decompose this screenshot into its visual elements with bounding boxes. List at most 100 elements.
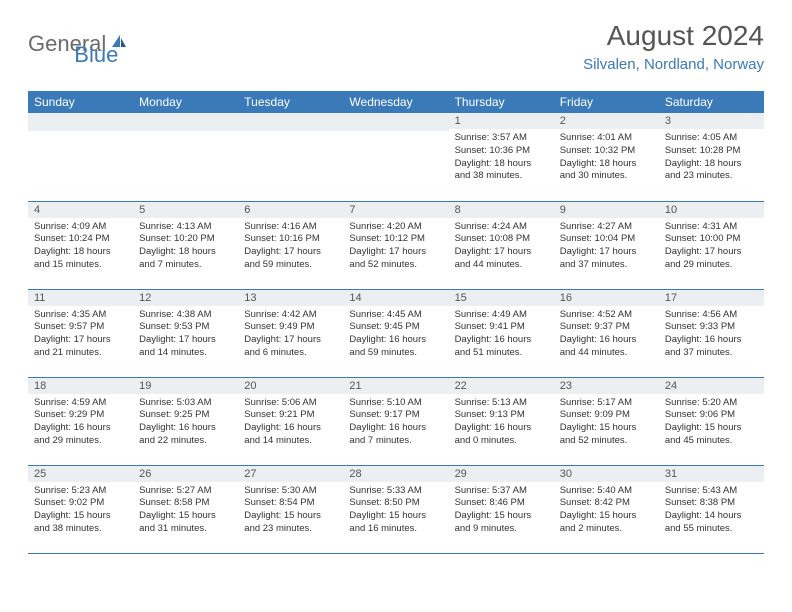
day-cell: 13Sunrise: 4:42 AMSunset: 9:49 PMDayligh… bbox=[238, 289, 343, 377]
day-cell: 8Sunrise: 4:24 AMSunset: 10:08 PMDayligh… bbox=[449, 201, 554, 289]
day-number: 8 bbox=[449, 202, 554, 218]
day-cell: 20Sunrise: 5:06 AMSunset: 9:21 PMDayligh… bbox=[238, 377, 343, 465]
day-content: Sunrise: 5:06 AMSunset: 9:21 PMDaylight:… bbox=[238, 394, 343, 453]
day-content: Sunrise: 4:42 AMSunset: 9:49 PMDaylight:… bbox=[238, 306, 343, 365]
day-cell: 18Sunrise: 4:59 AMSunset: 9:29 PMDayligh… bbox=[28, 377, 133, 465]
day-content: Sunrise: 4:20 AMSunset: 10:12 PMDaylight… bbox=[343, 218, 448, 277]
day-number: 9 bbox=[554, 202, 659, 218]
day-content: Sunrise: 5:10 AMSunset: 9:17 PMDaylight:… bbox=[343, 394, 448, 453]
day-cell: 11Sunrise: 4:35 AMSunset: 9:57 PMDayligh… bbox=[28, 289, 133, 377]
day-number: 19 bbox=[133, 378, 238, 394]
day-cell: 14Sunrise: 4:45 AMSunset: 9:45 PMDayligh… bbox=[343, 289, 448, 377]
day-number: 17 bbox=[659, 290, 764, 306]
day-cell: 17Sunrise: 4:56 AMSunset: 9:33 PMDayligh… bbox=[659, 289, 764, 377]
day-content: Sunrise: 5:03 AMSunset: 9:25 PMDaylight:… bbox=[133, 394, 238, 453]
day-number: 21 bbox=[343, 378, 448, 394]
day-cell: 26Sunrise: 5:27 AMSunset: 8:58 PMDayligh… bbox=[133, 465, 238, 553]
day-cell bbox=[238, 113, 343, 201]
calendar-row: 1Sunrise: 3:57 AMSunset: 10:36 PMDayligh… bbox=[28, 113, 764, 201]
calendar-body: 1Sunrise: 3:57 AMSunset: 10:36 PMDayligh… bbox=[28, 113, 764, 553]
day-number: 20 bbox=[238, 378, 343, 394]
day-content: Sunrise: 4:05 AMSunset: 10:28 PMDaylight… bbox=[659, 129, 764, 188]
day-content: Sunrise: 4:52 AMSunset: 9:37 PMDaylight:… bbox=[554, 306, 659, 365]
day-number: 11 bbox=[28, 290, 133, 306]
title-block: August 2024 Silvalen, Nordland, Norway bbox=[583, 20, 764, 73]
day-number: 13 bbox=[238, 290, 343, 306]
day-content: Sunrise: 5:17 AMSunset: 9:09 PMDaylight:… bbox=[554, 394, 659, 453]
day-number: 6 bbox=[238, 202, 343, 218]
day-cell: 21Sunrise: 5:10 AMSunset: 9:17 PMDayligh… bbox=[343, 377, 448, 465]
weekday-header: Thursday bbox=[449, 91, 554, 113]
day-cell bbox=[343, 113, 448, 201]
day-cell: 28Sunrise: 5:33 AMSunset: 8:50 PMDayligh… bbox=[343, 465, 448, 553]
day-cell bbox=[28, 113, 133, 201]
header: General Blue August 2024 Silvalen, Nordl… bbox=[28, 20, 764, 73]
day-cell: 3Sunrise: 4:05 AMSunset: 10:28 PMDayligh… bbox=[659, 113, 764, 201]
day-number: 4 bbox=[28, 202, 133, 218]
day-number: 24 bbox=[659, 378, 764, 394]
day-cell bbox=[133, 113, 238, 201]
calendar-row: 4Sunrise: 4:09 AMSunset: 10:24 PMDayligh… bbox=[28, 201, 764, 289]
day-content: Sunrise: 5:40 AMSunset: 8:42 PMDaylight:… bbox=[554, 482, 659, 541]
day-cell: 9Sunrise: 4:27 AMSunset: 10:04 PMDayligh… bbox=[554, 201, 659, 289]
day-content: Sunrise: 5:27 AMSunset: 8:58 PMDaylight:… bbox=[133, 482, 238, 541]
weekday-header: Tuesday bbox=[238, 91, 343, 113]
day-cell: 6Sunrise: 4:16 AMSunset: 10:16 PMDayligh… bbox=[238, 201, 343, 289]
day-content: Sunrise: 5:13 AMSunset: 9:13 PMDaylight:… bbox=[449, 394, 554, 453]
calendar-row: 25Sunrise: 5:23 AMSunset: 9:02 PMDayligh… bbox=[28, 465, 764, 553]
day-content: Sunrise: 4:56 AMSunset: 9:33 PMDaylight:… bbox=[659, 306, 764, 365]
day-cell: 1Sunrise: 3:57 AMSunset: 10:36 PMDayligh… bbox=[449, 113, 554, 201]
day-content: Sunrise: 5:20 AMSunset: 9:06 PMDaylight:… bbox=[659, 394, 764, 453]
day-cell: 29Sunrise: 5:37 AMSunset: 8:46 PMDayligh… bbox=[449, 465, 554, 553]
day-number: 3 bbox=[659, 113, 764, 129]
weekday-header: Monday bbox=[133, 91, 238, 113]
weekday-header-row: SundayMondayTuesdayWednesdayThursdayFrid… bbox=[28, 91, 764, 113]
day-cell: 10Sunrise: 4:31 AMSunset: 10:00 PMDaylig… bbox=[659, 201, 764, 289]
day-cell: 30Sunrise: 5:40 AMSunset: 8:42 PMDayligh… bbox=[554, 465, 659, 553]
day-number: 2 bbox=[554, 113, 659, 129]
day-number: 7 bbox=[343, 202, 448, 218]
day-content: Sunrise: 4:35 AMSunset: 9:57 PMDaylight:… bbox=[28, 306, 133, 365]
weekday-header: Friday bbox=[554, 91, 659, 113]
day-content: Sunrise: 4:16 AMSunset: 10:16 PMDaylight… bbox=[238, 218, 343, 277]
day-content: Sunrise: 5:43 AMSunset: 8:38 PMDaylight:… bbox=[659, 482, 764, 541]
location: Silvalen, Nordland, Norway bbox=[583, 56, 764, 73]
day-cell: 7Sunrise: 4:20 AMSunset: 10:12 PMDayligh… bbox=[343, 201, 448, 289]
day-content: Sunrise: 4:49 AMSunset: 9:41 PMDaylight:… bbox=[449, 306, 554, 365]
day-content: Sunrise: 4:59 AMSunset: 9:29 PMDaylight:… bbox=[28, 394, 133, 453]
day-content: Sunrise: 4:45 AMSunset: 9:45 PMDaylight:… bbox=[343, 306, 448, 365]
day-content: Sunrise: 4:01 AMSunset: 10:32 PMDaylight… bbox=[554, 129, 659, 188]
calendar-row: 11Sunrise: 4:35 AMSunset: 9:57 PMDayligh… bbox=[28, 289, 764, 377]
logo-text-blue: Blue bbox=[74, 42, 118, 68]
day-content: Sunrise: 3:57 AMSunset: 10:36 PMDaylight… bbox=[449, 129, 554, 188]
day-number: 18 bbox=[28, 378, 133, 394]
day-content: Sunrise: 4:09 AMSunset: 10:24 PMDaylight… bbox=[28, 218, 133, 277]
day-number: 28 bbox=[343, 466, 448, 482]
calendar-table: SundayMondayTuesdayWednesdayThursdayFrid… bbox=[28, 91, 764, 554]
day-number: 25 bbox=[28, 466, 133, 482]
day-number: 22 bbox=[449, 378, 554, 394]
day-cell: 23Sunrise: 5:17 AMSunset: 9:09 PMDayligh… bbox=[554, 377, 659, 465]
empty-day-number bbox=[133, 113, 238, 131]
day-number: 10 bbox=[659, 202, 764, 218]
day-cell: 15Sunrise: 4:49 AMSunset: 9:41 PMDayligh… bbox=[449, 289, 554, 377]
month-title: August 2024 bbox=[583, 20, 764, 52]
day-number: 14 bbox=[343, 290, 448, 306]
day-number: 23 bbox=[554, 378, 659, 394]
day-cell: 24Sunrise: 5:20 AMSunset: 9:06 PMDayligh… bbox=[659, 377, 764, 465]
day-number: 12 bbox=[133, 290, 238, 306]
day-number: 16 bbox=[554, 290, 659, 306]
logo: General Blue bbox=[28, 20, 118, 68]
day-content: Sunrise: 4:27 AMSunset: 10:04 PMDaylight… bbox=[554, 218, 659, 277]
day-number: 15 bbox=[449, 290, 554, 306]
day-cell: 5Sunrise: 4:13 AMSunset: 10:20 PMDayligh… bbox=[133, 201, 238, 289]
day-number: 29 bbox=[449, 466, 554, 482]
day-number: 27 bbox=[238, 466, 343, 482]
empty-day-number bbox=[28, 113, 133, 131]
day-cell: 22Sunrise: 5:13 AMSunset: 9:13 PMDayligh… bbox=[449, 377, 554, 465]
day-cell: 4Sunrise: 4:09 AMSunset: 10:24 PMDayligh… bbox=[28, 201, 133, 289]
weekday-header: Sunday bbox=[28, 91, 133, 113]
day-content: Sunrise: 4:31 AMSunset: 10:00 PMDaylight… bbox=[659, 218, 764, 277]
day-number: 31 bbox=[659, 466, 764, 482]
day-number: 5 bbox=[133, 202, 238, 218]
